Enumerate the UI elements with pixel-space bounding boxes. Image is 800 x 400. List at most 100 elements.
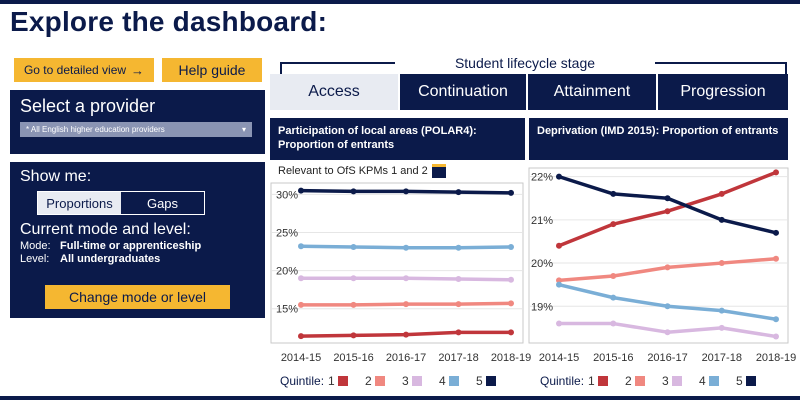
detailed-view-button[interactable]: Go to detailed view → — [14, 58, 154, 82]
polar-point-q5[interactable] — [455, 189, 462, 196]
polar-point-q5[interactable] — [350, 188, 357, 195]
polar-point-q1[interactable] — [350, 332, 357, 339]
detailed-view-label: Go to detailed view — [23, 63, 127, 77]
polar-point-q2[interactable] — [403, 301, 409, 308]
imd-point-q4[interactable] — [556, 281, 562, 288]
page-title: Explore the dashboard: — [10, 6, 328, 37]
imd-point-q1[interactable] — [610, 221, 617, 228]
polar-series-line-q4 — [299, 244, 513, 250]
polar-legend-swatch-q1 — [338, 376, 348, 386]
imd-point-q3[interactable] — [556, 320, 562, 327]
show-me-panel: Show me: Proportions Gaps Current mode a… — [10, 162, 265, 318]
toggle-gaps[interactable]: Gaps — [121, 192, 204, 214]
polar-series-line-q2 — [299, 301, 513, 307]
polar-point-q1[interactable] — [298, 333, 304, 340]
tab-access[interactable]: Access — [270, 74, 398, 110]
polar-point-q4[interactable] — [298, 243, 304, 250]
imd-legend-swatch-q4 — [709, 376, 719, 386]
tab-continuation[interactable]: Continuation — [400, 74, 526, 110]
imd-legend-swatch-q1 — [598, 376, 608, 386]
imd-point-q1[interactable] — [773, 169, 779, 176]
imd-point-q5[interactable] — [664, 195, 671, 202]
imd-point-q5[interactable] — [773, 229, 779, 236]
imd-point-q3[interactable] — [773, 333, 779, 340]
polar-point-q2[interactable] — [298, 301, 304, 308]
imd-series-line-q4 — [557, 282, 778, 321]
polar-legend-label: Quintile: — [280, 374, 324, 388]
kpi-icon[interactable] — [431, 164, 446, 178]
polar-point-q2[interactable] — [508, 300, 514, 307]
imd-point-q3[interactable] — [718, 324, 725, 331]
polar-point-q1[interactable] — [508, 329, 514, 336]
polar-point-q3[interactable] — [403, 275, 409, 282]
polar-x-tick-label: 2016-17 — [386, 352, 426, 364]
polar-y-tick-label: 30% — [276, 189, 298, 201]
imd-plot-frame — [528, 167, 789, 344]
imd-legend-swatch-q2 — [635, 376, 645, 386]
polar-point-q5[interactable] — [298, 187, 304, 194]
imd-series-line-q5 — [557, 174, 778, 235]
imd-point-q1[interactable] — [556, 242, 562, 249]
polar-point-q5[interactable] — [508, 189, 514, 196]
imd-legend-name-q5: 5 — [736, 374, 743, 388]
imd-point-q4[interactable] — [773, 316, 779, 323]
polar-point-q5[interactable] — [403, 188, 409, 195]
imd-point-q1[interactable] — [664, 208, 671, 215]
polar-point-q2[interactable] — [350, 301, 357, 308]
polar-point-q1[interactable] — [403, 331, 409, 338]
provider-panel: Select a provider * All English higher e… — [10, 90, 265, 154]
polar-legend-swatch-q5 — [486, 376, 496, 386]
tab-progression[interactable]: Progression — [658, 74, 788, 110]
kpi-note-text: Relevant to OfS KPMs 1 and 2 — [278, 165, 428, 177]
imd-y-tick-label: 22% — [531, 172, 553, 184]
help-guide-button[interactable]: Help guide — [162, 58, 262, 82]
kpi-note: Relevant to OfS KPMs 1 and 2 — [278, 164, 446, 178]
imd-point-q4[interactable] — [610, 294, 617, 301]
imd-point-q2[interactable] — [773, 255, 779, 262]
polar-point-q1[interactable] — [455, 329, 462, 336]
imd-series-line-q1 — [557, 170, 778, 248]
polar-series-line-q1 — [299, 330, 513, 338]
imd-point-q3[interactable] — [664, 329, 671, 336]
imd-y-tick-label: 20% — [531, 258, 553, 270]
polar-point-q3[interactable] — [350, 275, 357, 282]
imd-point-q4[interactable] — [664, 303, 671, 310]
polar-point-q2[interactable] — [455, 301, 462, 308]
mode-row: Mode: Full-time or apprenticeship — [20, 240, 255, 252]
polar-plot-frame — [270, 182, 524, 344]
imd-point-q5[interactable] — [718, 216, 725, 223]
polar-legend-name-q3: 3 — [402, 374, 409, 388]
imd-point-q4[interactable] — [718, 307, 725, 314]
provider-select[interactable]: * All English higher education providers… — [20, 122, 252, 137]
polar-legend-swatch-q3 — [412, 376, 422, 386]
imd-point-q2[interactable] — [664, 264, 671, 271]
change-mode-button[interactable]: Change mode or level — [45, 285, 230, 309]
imd-legend-name-q3: 3 — [662, 374, 669, 388]
imd-x-tick-label: 2018-19 — [756, 352, 796, 364]
provider-heading: Select a provider — [20, 96, 156, 116]
toggle-proportions[interactable]: Proportions — [38, 192, 121, 214]
polar-point-q3[interactable] — [298, 275, 304, 282]
polar-point-q3[interactable] — [455, 276, 462, 282]
polar-point-q4[interactable] — [350, 244, 357, 250]
imd-point-q1[interactable] — [718, 190, 725, 197]
imd-series-line-q3 — [557, 321, 778, 339]
imd-y-tick-label: 19% — [531, 301, 553, 313]
imd-point-q2[interactable] — [556, 277, 562, 284]
polar-point-q4[interactable] — [455, 244, 462, 251]
polar-point-q3[interactable] — [508, 276, 514, 283]
polar-point-q4[interactable] — [403, 244, 409, 251]
imd-legend-name-q1: 1 — [588, 374, 595, 388]
tab-attainment[interactable]: Attainment — [528, 74, 656, 110]
imd-point-q5[interactable] — [556, 173, 562, 180]
polar-point-q4[interactable] — [508, 244, 514, 250]
imd-point-q2[interactable] — [718, 260, 725, 267]
level-row: Level: All undergraduates — [20, 253, 255, 265]
imd-x-tick-label: 2016-17 — [647, 352, 687, 364]
imd-point-q3[interactable] — [610, 320, 617, 327]
polar-legend-name-q1: 1 — [328, 374, 335, 388]
provider-selected-value: * All English higher education providers — [26, 125, 165, 134]
imd-point-q5[interactable] — [610, 190, 617, 197]
imd-point-q2[interactable] — [610, 273, 617, 280]
polar-y-tick-label: 20% — [276, 266, 298, 278]
